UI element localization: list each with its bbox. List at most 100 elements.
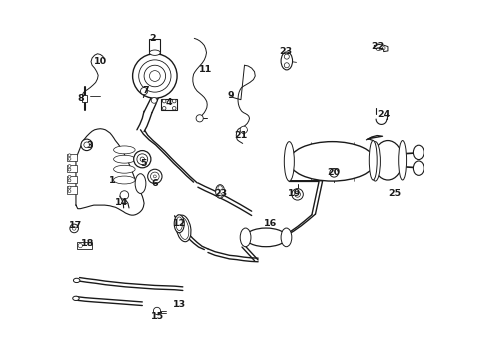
Circle shape: [70, 224, 78, 233]
Circle shape: [144, 65, 165, 87]
Circle shape: [376, 48, 379, 50]
Text: 19: 19: [287, 189, 301, 198]
Ellipse shape: [215, 185, 224, 198]
Circle shape: [149, 71, 160, 81]
Circle shape: [68, 175, 71, 178]
Ellipse shape: [369, 141, 380, 181]
Circle shape: [240, 126, 247, 134]
Circle shape: [218, 186, 222, 190]
Text: 17: 17: [69, 221, 82, 230]
Bar: [67, 176, 77, 183]
Polygon shape: [373, 44, 387, 51]
Circle shape: [120, 191, 128, 199]
Circle shape: [68, 165, 71, 167]
Text: 1: 1: [108, 176, 115, 185]
Ellipse shape: [281, 228, 291, 247]
Text: 23: 23: [214, 189, 227, 198]
Circle shape: [218, 193, 222, 197]
Text: 23: 23: [279, 47, 292, 56]
Circle shape: [382, 46, 384, 49]
Circle shape: [68, 157, 71, 160]
Ellipse shape: [245, 228, 286, 247]
Circle shape: [137, 154, 147, 165]
Circle shape: [172, 99, 176, 103]
Text: 5: 5: [140, 159, 146, 168]
Circle shape: [162, 99, 165, 103]
Text: 2: 2: [149, 34, 156, 43]
Ellipse shape: [281, 52, 292, 70]
Text: 24: 24: [377, 110, 390, 119]
Text: 6: 6: [151, 179, 158, 188]
Circle shape: [83, 142, 89, 148]
Text: 22: 22: [370, 42, 384, 51]
Circle shape: [196, 115, 203, 122]
Circle shape: [291, 189, 303, 200]
Text: 14: 14: [115, 198, 128, 207]
Circle shape: [133, 150, 151, 168]
Ellipse shape: [176, 215, 191, 242]
Ellipse shape: [113, 146, 135, 154]
Ellipse shape: [149, 50, 160, 55]
Ellipse shape: [113, 165, 135, 173]
Ellipse shape: [73, 296, 79, 301]
Circle shape: [162, 107, 165, 110]
Bar: [161, 99, 177, 110]
Ellipse shape: [176, 217, 182, 230]
Circle shape: [329, 168, 338, 177]
Circle shape: [68, 179, 71, 182]
Polygon shape: [76, 129, 144, 215]
Text: 3: 3: [86, 141, 93, 150]
Ellipse shape: [178, 217, 188, 239]
Circle shape: [132, 54, 177, 98]
Ellipse shape: [398, 140, 406, 180]
Text: 9: 9: [227, 91, 234, 100]
Text: 16: 16: [263, 219, 276, 228]
Text: 7: 7: [142, 86, 149, 95]
Circle shape: [140, 157, 144, 161]
Circle shape: [72, 226, 76, 230]
Ellipse shape: [289, 141, 375, 181]
Bar: [67, 165, 77, 172]
Circle shape: [147, 169, 162, 184]
Text: 15: 15: [151, 312, 164, 321]
Circle shape: [68, 168, 71, 171]
Text: 25: 25: [387, 189, 400, 198]
Circle shape: [78, 243, 82, 248]
Text: 20: 20: [326, 168, 339, 177]
Circle shape: [81, 139, 92, 150]
Bar: [149, 40, 160, 54]
Ellipse shape: [135, 174, 145, 193]
Ellipse shape: [240, 228, 250, 247]
Text: 13: 13: [172, 300, 185, 309]
Circle shape: [153, 175, 156, 178]
Bar: [77, 242, 92, 249]
Circle shape: [172, 107, 176, 110]
Ellipse shape: [412, 161, 423, 175]
Bar: [67, 186, 77, 194]
Circle shape: [140, 87, 147, 95]
Ellipse shape: [113, 176, 135, 184]
Ellipse shape: [284, 141, 294, 181]
Text: 21: 21: [234, 131, 247, 140]
Circle shape: [68, 154, 71, 157]
Circle shape: [284, 54, 289, 59]
Circle shape: [294, 192, 300, 197]
Bar: [82, 95, 87, 102]
Circle shape: [139, 60, 171, 92]
Circle shape: [68, 186, 71, 189]
Circle shape: [151, 98, 157, 103]
Text: 18: 18: [81, 239, 94, 248]
Circle shape: [153, 307, 160, 315]
Ellipse shape: [113, 155, 135, 163]
Bar: [67, 154, 77, 161]
Ellipse shape: [368, 140, 376, 180]
Ellipse shape: [174, 215, 184, 233]
Circle shape: [284, 63, 289, 68]
Ellipse shape: [412, 145, 423, 159]
Text: 11: 11: [198, 65, 211, 74]
Ellipse shape: [372, 140, 402, 180]
Circle shape: [68, 190, 71, 193]
Text: 8: 8: [77, 94, 83, 103]
Circle shape: [150, 172, 159, 181]
Ellipse shape: [73, 278, 80, 283]
